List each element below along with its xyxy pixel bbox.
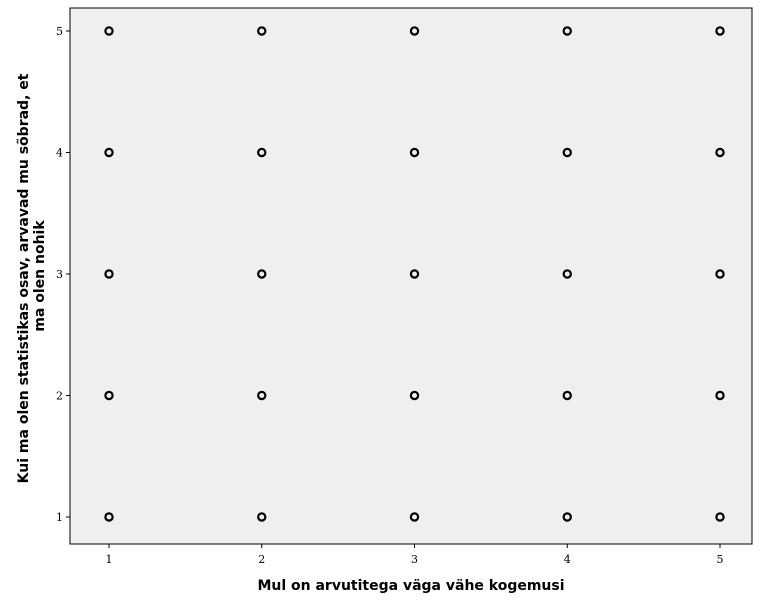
y-axis: 1 2 3 4 5 — [56, 25, 70, 524]
data-point — [715, 512, 725, 522]
data-point — [409, 390, 420, 401]
data-point — [104, 269, 114, 279]
y-tick-label: 1 — [56, 511, 63, 524]
x-tick-label: 1 — [106, 553, 113, 566]
data-point — [562, 512, 572, 522]
data-point — [562, 390, 572, 401]
svg-text:Kui ma olen statistikas osav,: Kui ma olen statistikas osav, arvavad mu… — [16, 69, 48, 484]
x-tick-label: 2 — [258, 553, 265, 566]
data-point — [257, 390, 267, 401]
data-point — [562, 147, 572, 158]
data-point — [104, 26, 114, 36]
data-point — [409, 269, 420, 279]
data-points — [104, 26, 725, 522]
y-tick-label: 2 — [56, 390, 63, 403]
x-axis-title: Mul on arvutitega väga vähe kogemusi — [257, 578, 564, 594]
data-point — [715, 269, 725, 279]
x-tick-label: 4 — [564, 553, 571, 566]
data-point — [562, 26, 572, 36]
data-point — [409, 512, 420, 522]
x-tick-label: 3 — [411, 553, 418, 566]
y-axis-title: Kui ma olen statistikas osav, arvavad mu… — [16, 69, 48, 484]
y-tick-label: 4 — [56, 147, 63, 160]
data-point — [715, 390, 725, 401]
data-point — [257, 26, 267, 36]
x-axis: 1 2 3 4 5 — [106, 544, 724, 566]
y-tick-label: 3 — [56, 268, 63, 281]
data-point — [409, 147, 420, 158]
y-tick-label: 5 — [56, 25, 63, 38]
data-point — [257, 269, 267, 279]
data-point — [715, 26, 725, 36]
data-point — [257, 512, 267, 522]
data-point — [104, 512, 114, 522]
y-axis-title-line-1: Kui ma olen statistikas osav, arvavad mu… — [16, 73, 32, 483]
y-axis-title-line-2: ma olen nohik — [32, 220, 48, 332]
data-point — [104, 147, 114, 158]
x-tick-label: 5 — [717, 553, 724, 566]
data-point — [257, 147, 267, 158]
data-point — [715, 147, 725, 158]
data-point — [562, 269, 572, 279]
data-point — [409, 26, 420, 36]
data-point — [104, 390, 114, 401]
